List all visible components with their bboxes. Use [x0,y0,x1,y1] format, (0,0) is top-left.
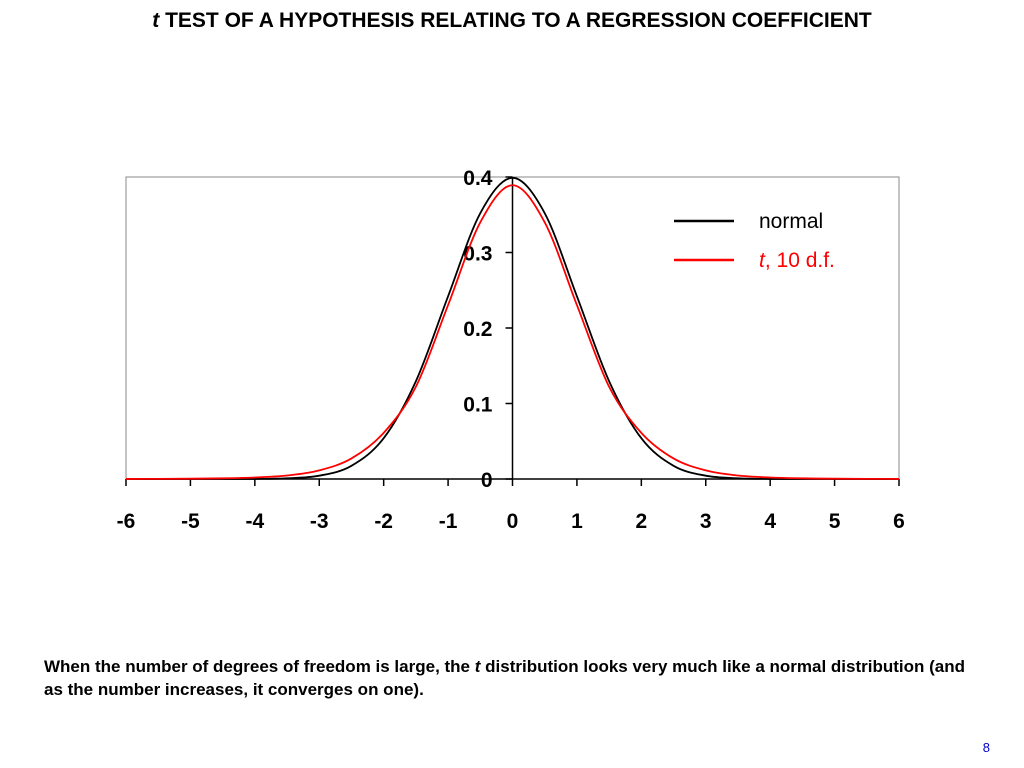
x-tick-label: -2 [374,510,393,533]
legend-label-1: t, 10 d.f. [759,249,835,272]
x-tick-label: -6 [117,510,136,533]
legend-label-italic: t [759,249,766,272]
x-tick-label: 1 [571,510,583,533]
x-tick-label: 5 [829,510,841,533]
x-tick-label: 2 [635,510,647,533]
x-tick-label: 0 [507,510,519,533]
page-number: 8 [982,740,990,755]
title-text: TEST OF A HYPOTHESIS RELATING TO A REGRE… [159,9,872,32]
y-tick-label: 0.3 [463,243,492,266]
y-tick-label: 0.2 [463,318,492,341]
y-tick-label: 0 [481,469,493,492]
legend-label-text: normal [759,210,823,233]
caption-part1: When the number of degrees of freedom is… [44,657,475,676]
axes: -6 -5 -4 -3 -2 -1 0 1 2 3 4 5 6 0 0.1 0.2 0.3 0.4 [117,167,905,533]
legend: normal t, 10 d.f. [674,210,835,272]
series-line-1 [125,184,900,480]
legend-label-text: , 10 d.f. [765,249,835,272]
caption: When the number of degrees of freedom is… [44,655,984,701]
slide-title: t TEST OF A HYPOTHESIS RELATING TO A REG… [0,8,1024,34]
x-tick-label: 6 [893,510,905,533]
title-italic-t: t [152,9,160,32]
y-tick-label: 0.4 [463,167,493,190]
x-tick-label: -4 [245,510,264,533]
y-tick-label: 0.1 [463,394,493,417]
x-tick-label: 4 [764,510,776,533]
x-tick-label: -1 [439,510,458,533]
legend-label-0: normal [759,210,823,233]
series-line-0 [125,176,899,480]
caption-part2: distribution looks very much like a norm… [44,657,965,699]
x-tick-label: -5 [181,510,200,533]
caption-italic-t: t [474,657,481,676]
series-layer [125,176,900,480]
x-tick-label: 3 [700,510,712,533]
x-tick-label: -3 [310,510,329,533]
